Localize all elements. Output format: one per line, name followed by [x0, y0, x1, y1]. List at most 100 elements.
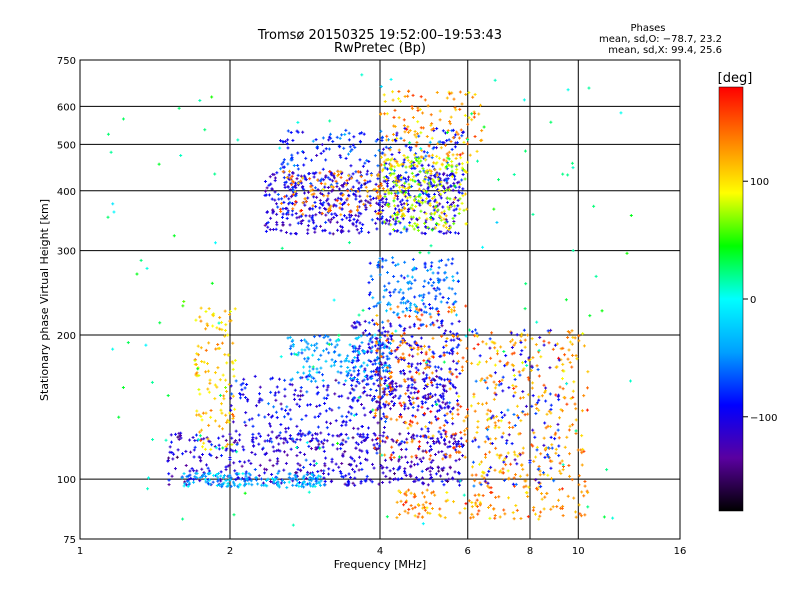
data-point: [205, 322, 209, 326]
data-point: [449, 435, 453, 439]
data-point: [294, 475, 298, 479]
data-point: [317, 481, 321, 485]
data-point: [381, 471, 385, 475]
data-point: [409, 401, 413, 405]
data-point: [194, 433, 198, 437]
data-point: [350, 324, 354, 328]
data-point: [411, 434, 415, 438]
data-point: [284, 438, 288, 442]
data-point: [426, 393, 430, 397]
data-point: [271, 376, 275, 380]
data-point: [272, 449, 276, 453]
data-point: [241, 445, 245, 449]
data-point: [338, 470, 342, 474]
data-point: [346, 436, 350, 440]
data-point: [443, 378, 447, 382]
data-point: [216, 342, 220, 346]
data-point: [204, 370, 208, 374]
data-point: [358, 434, 362, 438]
data-point: [287, 480, 291, 484]
data-point: [204, 348, 208, 352]
data-point: [209, 447, 213, 451]
data-point: [424, 400, 428, 404]
data-point: [253, 468, 257, 472]
data-point: [369, 410, 373, 414]
data-point: [347, 472, 351, 476]
data-point: [265, 484, 269, 488]
data-point: [211, 480, 215, 484]
data-point: [285, 405, 289, 409]
data-point: [406, 460, 410, 464]
data-point: [452, 338, 456, 342]
data-point: [265, 439, 269, 443]
data-point: [433, 453, 437, 457]
data-point: [317, 442, 321, 446]
data-point: [225, 389, 229, 393]
data-point: [220, 328, 224, 332]
data-point: [231, 367, 235, 371]
data-point: [454, 448, 458, 452]
data-point: [356, 427, 360, 431]
data-point: [228, 458, 232, 462]
data-point: [221, 427, 225, 431]
data-point: [459, 442, 463, 446]
data-point: [188, 473, 192, 477]
data-point: [293, 473, 297, 477]
data-point: [197, 374, 201, 378]
data-point: [322, 472, 326, 476]
data-point: [340, 424, 344, 428]
data-point: [310, 472, 314, 476]
data-point: [248, 477, 252, 481]
data-point: [429, 475, 433, 479]
data-point: [431, 350, 435, 354]
data-point: [351, 467, 355, 471]
data-point: [437, 469, 441, 473]
data-point: [303, 452, 307, 456]
data-point: [227, 382, 231, 386]
data-point: [231, 449, 235, 453]
data-point: [323, 464, 327, 468]
y-tick-label: 500: [57, 140, 76, 151]
data-point: [223, 353, 227, 357]
data-point: [212, 474, 216, 478]
data-point: [296, 462, 300, 466]
data-point: [168, 445, 172, 449]
data-point: [337, 381, 341, 385]
y-axis-label: Stationary phase Virtual Height [km]: [38, 199, 51, 401]
data-point: [393, 394, 397, 398]
data-point: [244, 482, 248, 486]
data-point: [370, 340, 374, 344]
data-point: [217, 436, 221, 440]
data-point: [194, 318, 198, 322]
data-point: [223, 309, 227, 313]
data-point: [374, 400, 378, 404]
data-point: [446, 480, 450, 484]
data-point: [453, 440, 457, 444]
data-point: [368, 478, 372, 482]
data-point: [208, 452, 212, 456]
data-point: [376, 421, 380, 425]
data-point: [253, 374, 257, 378]
data-point: [216, 475, 220, 479]
data-point: [359, 481, 363, 485]
data-point: [431, 321, 435, 325]
data-point: [310, 433, 314, 437]
data-point: [375, 448, 379, 452]
data-point: [243, 460, 247, 464]
y-tick-label: 100: [57, 475, 76, 486]
data-point: [193, 445, 197, 449]
x-tick-label: 6: [465, 546, 471, 557]
data-point: [435, 418, 439, 422]
data-point: [240, 388, 244, 392]
data-point: [448, 445, 452, 449]
data-point: [315, 481, 319, 485]
data-point: [279, 423, 283, 427]
data-point: [206, 478, 210, 482]
data-point: [227, 474, 231, 478]
stats-title: Phases: [630, 23, 665, 34]
data-point: [428, 469, 432, 473]
data-point: [372, 466, 376, 470]
data-point: [254, 436, 258, 440]
data-point: [399, 340, 403, 344]
data-point: [375, 451, 379, 455]
